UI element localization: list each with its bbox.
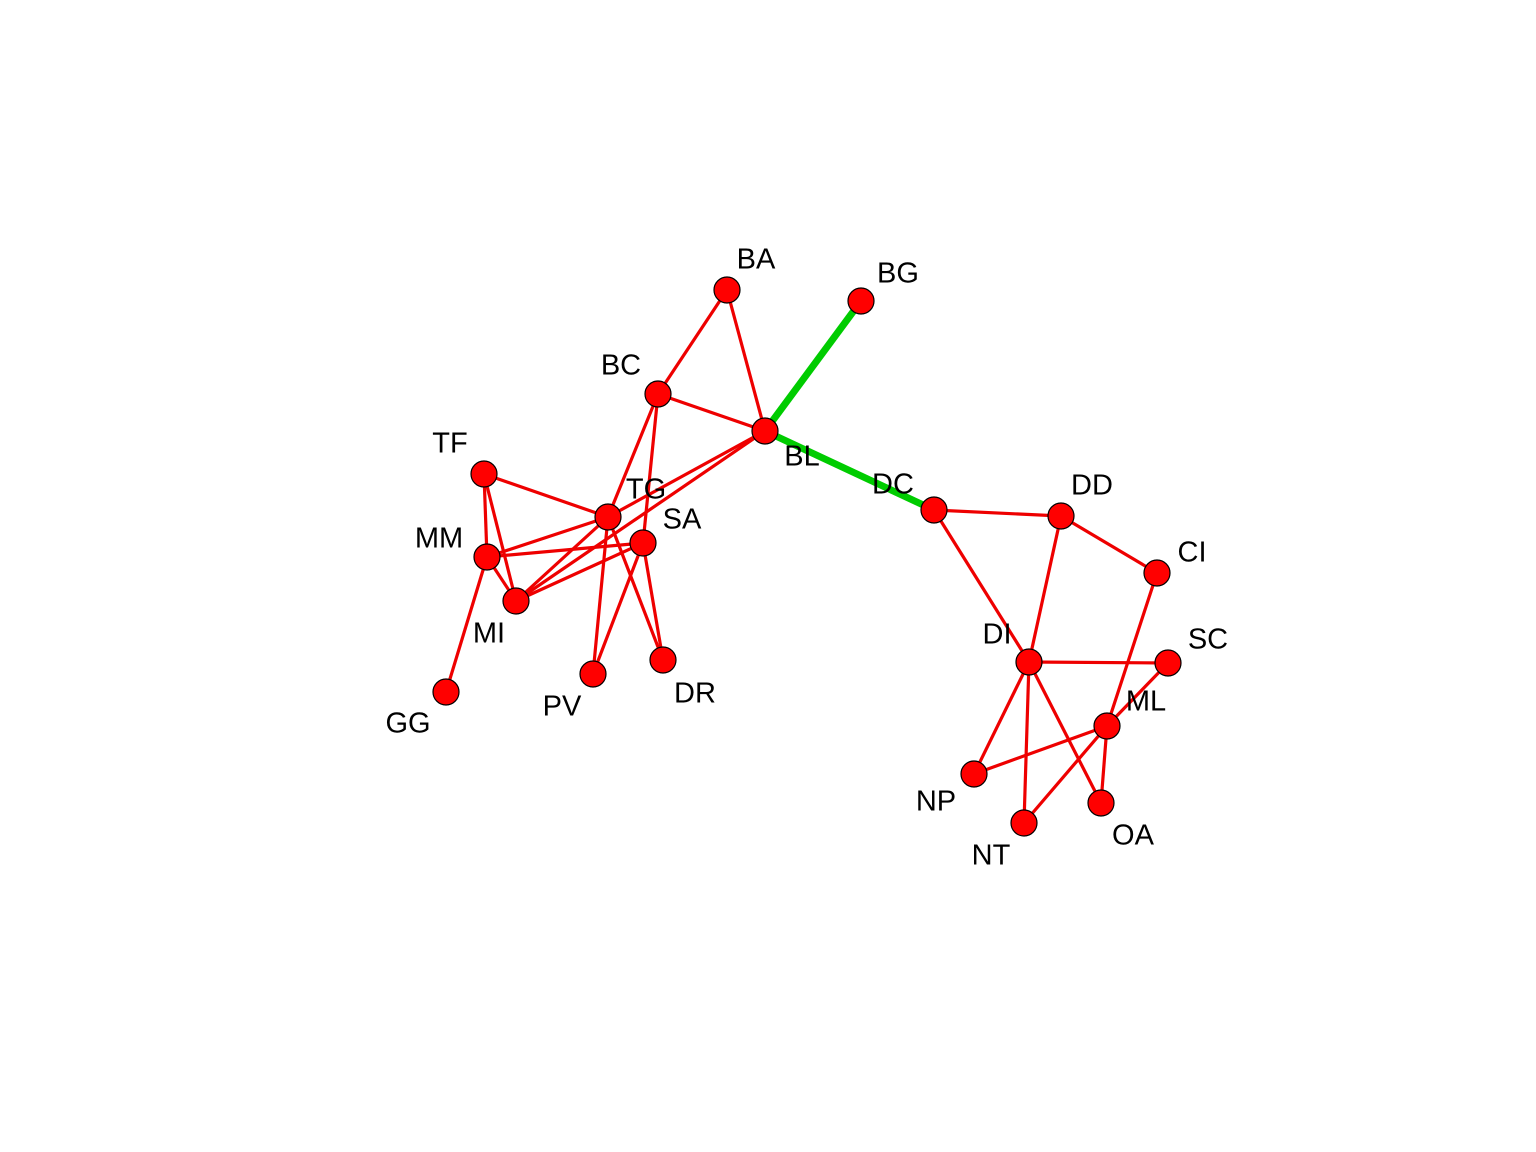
node-bc <box>644 380 672 408</box>
node-label-ba: BA <box>737 244 776 276</box>
node-label-dc: DC <box>872 469 914 501</box>
node-label-gg: GG <box>385 708 430 740</box>
node-label-pv: PV <box>543 691 582 723</box>
edge-ml-np <box>973 724 1108 776</box>
edge-sa-pv <box>591 542 645 675</box>
edge-bl-tg <box>607 429 766 519</box>
node-ba <box>713 276 741 304</box>
node-mm <box>473 543 501 571</box>
nodes-layer <box>432 276 1182 837</box>
edge-bc-tg <box>606 393 660 518</box>
edge-ba-bc <box>656 289 729 395</box>
node-oa <box>1087 789 1115 817</box>
edge-dc-dd <box>933 508 1062 518</box>
edge-tg-pv <box>591 516 610 675</box>
node-di <box>1015 648 1043 676</box>
edges-layer <box>444 289 1170 825</box>
node-dr <box>649 646 677 674</box>
edge-di-np <box>972 661 1031 775</box>
node-bg <box>847 287 875 315</box>
node-label-dr: DR <box>674 678 716 710</box>
edge-ci-ml <box>1105 572 1159 727</box>
node-label-bc: BC <box>601 350 641 382</box>
node-mi <box>502 587 530 615</box>
edge-ba-bl <box>725 289 767 432</box>
node-pv <box>579 660 607 688</box>
node-nt <box>1010 809 1038 837</box>
node-sc <box>1154 649 1182 677</box>
edge-ml-nt <box>1022 724 1109 825</box>
edge-bg-bl <box>762 298 864 434</box>
edge-mi-tg <box>514 515 610 603</box>
node-label-np: NP <box>916 786 956 818</box>
node-gg <box>432 678 460 706</box>
edge-bc-sa <box>641 393 660 544</box>
edge-tf-mi <box>482 473 518 602</box>
node-label-mm: MM <box>415 523 463 555</box>
node-label-ci: CI <box>1178 537 1207 569</box>
node-dd <box>1047 502 1075 530</box>
node-tf <box>470 460 498 488</box>
edge-di-sc <box>1028 660 1169 665</box>
node-label-tf: TF <box>432 428 467 460</box>
node-label-tg: TG <box>626 474 666 506</box>
edge-sc-ml <box>1105 661 1170 728</box>
node-label-di: DI <box>983 619 1012 651</box>
edge-mm-tg <box>486 515 609 559</box>
node-label-ml: ML <box>1126 686 1166 718</box>
edge-bl-mi <box>515 429 766 603</box>
node-label-bg: BG <box>877 258 919 290</box>
edge-dc-di <box>932 509 1031 663</box>
node-label-bl: BL <box>784 441 819 473</box>
node-label-dd: DD <box>1071 470 1113 502</box>
node-dc <box>920 496 948 524</box>
node-tg <box>594 503 622 531</box>
edge-bl-dc <box>763 427 936 514</box>
node-label-nt: NT <box>972 840 1011 872</box>
edge-mm-gg <box>444 556 489 693</box>
edge-dd-di <box>1027 515 1063 663</box>
edge-tf-tg <box>483 472 609 519</box>
edge-tf-mm <box>482 473 489 558</box>
edge-di-oa <box>1027 661 1103 804</box>
edge-di-nt <box>1022 661 1031 824</box>
node-ci <box>1143 559 1171 587</box>
edge-bc-bl <box>657 392 766 433</box>
edge-sa-dr <box>641 542 665 661</box>
node-np <box>960 760 988 788</box>
node-label-sa: SA <box>663 504 702 536</box>
node-label-mi: MI <box>473 618 505 650</box>
edge-tg-dr <box>606 516 665 661</box>
edge-dd-ci <box>1060 514 1158 575</box>
node-bl <box>751 417 779 445</box>
node-label-oa: OA <box>1112 820 1155 852</box>
node-ml <box>1093 712 1121 740</box>
edge-mm-sa <box>486 541 644 559</box>
node-sa <box>629 529 657 557</box>
node-label-sc: SC <box>1188 624 1228 656</box>
